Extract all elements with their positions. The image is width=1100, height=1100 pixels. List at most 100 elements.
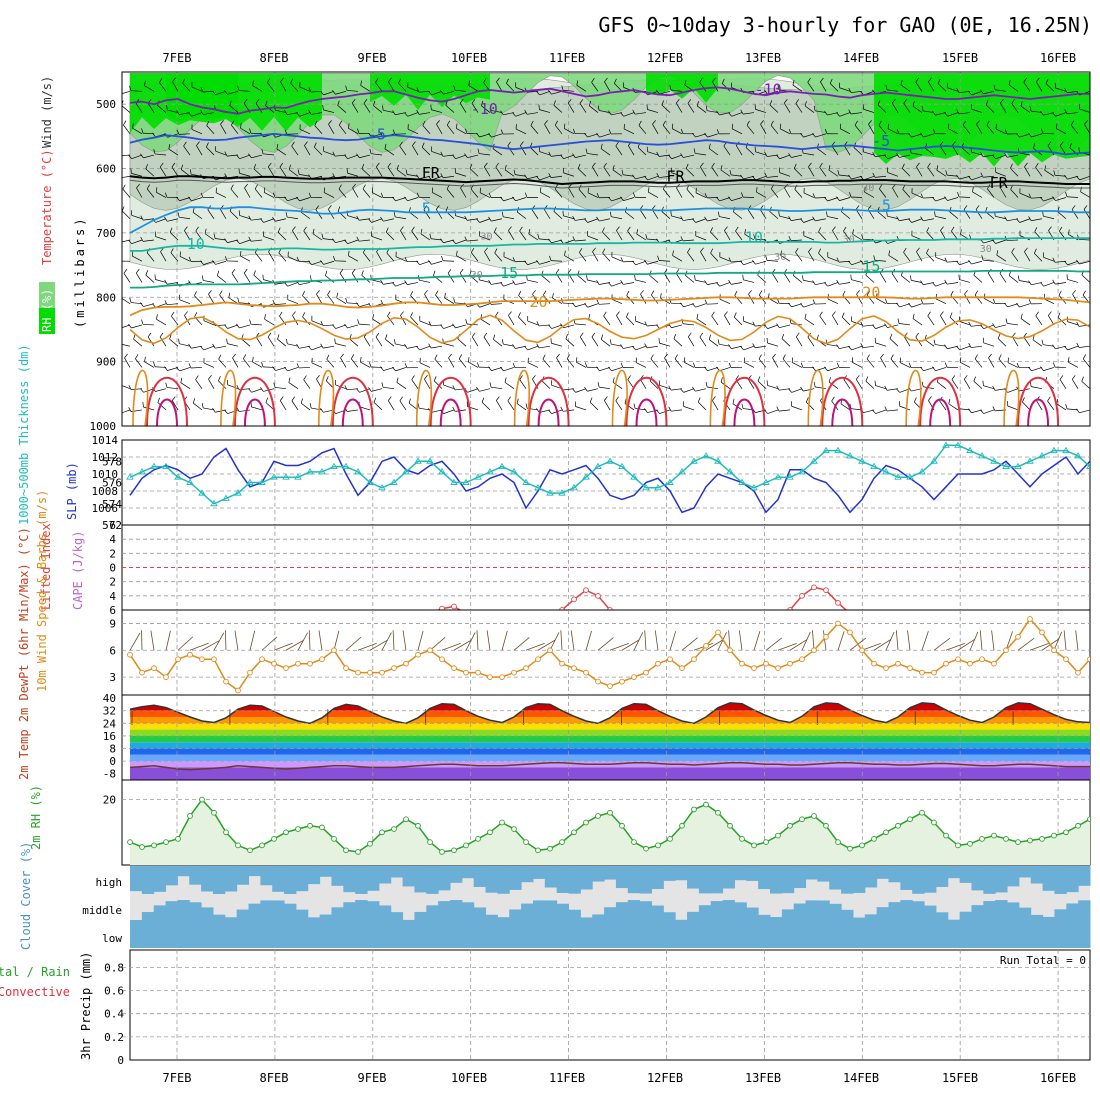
temp-tick: 40: [103, 692, 116, 705]
upper-wind-barb: [687, 252, 695, 262]
upper-wind-barb: [963, 379, 971, 389]
thickness-marker: [786, 473, 794, 480]
upper-wind-barb: [515, 174, 527, 177]
upper-wind-barb: [155, 279, 167, 283]
upper-wind-barb-flag: [351, 99, 356, 104]
upper-wind-barb-flag: [851, 357, 854, 363]
upper-wind-barb-flag: [194, 312, 198, 317]
upper-wind-barb: [554, 188, 563, 198]
upper-wind-barb-flag: [1004, 129, 1008, 135]
upper-wind-barb: [827, 197, 839, 202]
upper-wind-barb-flag: [254, 184, 258, 190]
upper-wind-barb-flag: [986, 120, 990, 126]
rh2m-marker: [499, 819, 505, 826]
upper-wind-barb-flag: [177, 212, 180, 218]
upper-wind-barb: [424, 294, 431, 304]
upper-wind-barb: [457, 338, 467, 347]
upper-wind-barb: [1070, 124, 1079, 135]
cloud-low-bar: [615, 920, 629, 948]
upper-wind-barb: [1043, 282, 1055, 287]
upper-wind-barb: [395, 216, 407, 220]
upper-wind-barb: [1081, 274, 1090, 283]
upper-wind-barb: [807, 82, 815, 92]
surface-wind-barb: [441, 642, 461, 651]
cloud-mid-bar: [580, 917, 593, 920]
upper-wind-barb-flag: [819, 311, 823, 317]
upper-wind-barb: [349, 338, 359, 347]
rh2m-marker: [523, 839, 529, 845]
upper-wind-barb-flag: [636, 229, 639, 235]
surface-wind-barb: [129, 632, 141, 651]
upper-wind-barb: [818, 231, 827, 241]
cloud-high-bar: [236, 866, 250, 885]
upper-wind-barb: [927, 315, 935, 326]
upper-wind-barb: [156, 319, 167, 326]
upper-wind-barb-flag: [373, 100, 376, 106]
upper-wind-barb: [479, 218, 491, 223]
cloud-high-bar: [770, 866, 783, 894]
upper-wind-barb: [220, 209, 227, 219]
cloud-high-bar: [378, 866, 392, 884]
upper-wind-barb: [875, 385, 887, 390]
upper-wind-barb-flag: [956, 345, 960, 351]
rh2m-marker: [343, 847, 349, 854]
upper-wind-barb-flag: [124, 353, 128, 359]
upper-wind-barb-flag: [217, 270, 220, 276]
upper-wind-barb-flag: [712, 77, 716, 83]
upper-wind-barb-flag: [368, 132, 372, 138]
upper-wind-barb: [323, 345, 335, 349]
upper-wind-barb-flag: [1016, 362, 1020, 368]
upper-wind-barb-flag: [675, 268, 680, 274]
upper-wind-barb: [515, 128, 527, 135]
upper-wind-barb-flag: [575, 357, 578, 363]
heat-contour-red: [527, 377, 570, 426]
upper-wind-barb: [1043, 257, 1055, 262]
upper-wind-barb: [122, 175, 131, 178]
upper-wind-barb: [599, 386, 611, 390]
upper-wind-barb-flag: [290, 78, 294, 84]
cloud-high-bar: [260, 866, 273, 886]
upper-wind-barb-flag: [1034, 248, 1037, 254]
upper-wind-barb: [818, 252, 827, 262]
upper-wind-barb-flag: [724, 311, 728, 316]
upper-wind-barb: [827, 298, 839, 305]
upper-wind-barb-flag: [1016, 302, 1020, 308]
heat-contour-magenta: [537, 398, 560, 426]
cloud-mid-bar: [284, 903, 297, 920]
cloud-mid-bar: [473, 907, 487, 920]
upper-wind-barb-flag: [1059, 226, 1063, 232]
upper-wind-barb-flag: [240, 123, 242, 129]
cloud-high-bar: [1007, 866, 1020, 887]
upper-wind-barb: [795, 336, 803, 347]
upper-wind-barb-flag: [947, 123, 950, 129]
cloud-mid-bar: [912, 901, 925, 920]
date-label-top: 15FEB: [942, 51, 978, 65]
upper-wind-barb: [312, 233, 323, 241]
upper-wind-barb-flag: [716, 196, 720, 202]
upper-wind-barb-flag: [603, 162, 607, 168]
upper-wind-barb: [1079, 108, 1090, 113]
upper-wind-barb-flag: [308, 345, 312, 351]
upper-wind-barb: [575, 388, 587, 393]
surface-wind-barb: [621, 639, 640, 651]
upper-wind-barb-flag: [549, 255, 552, 261]
upper-wind-barb-flag: [129, 297, 132, 303]
upper-wind-barb-flag: [572, 236, 576, 242]
cloud-mid-bar: [876, 907, 890, 920]
rh2m-marker: [1003, 835, 1009, 842]
upper-wind-barb-flag: [812, 366, 816, 371]
upper-wind-barb: [359, 323, 371, 326]
upper-wind-barb: [264, 318, 275, 326]
upper-wind-barb: [599, 282, 611, 285]
upper-wind-barb-flag: [476, 362, 480, 368]
upper-wind-barb: [647, 109, 659, 113]
upper-wind-barb: [133, 338, 143, 347]
upper-wind-barb-flag: [1048, 226, 1052, 231]
wind-speed-marker: [187, 651, 193, 658]
upper-wind-barb: [902, 189, 911, 198]
upper-wind-barb-flag: [182, 78, 186, 84]
upper-wind-barb: [589, 105, 599, 113]
upper-wind-barb-flag: [325, 270, 328, 276]
upper-wind-barb: [843, 145, 851, 156]
